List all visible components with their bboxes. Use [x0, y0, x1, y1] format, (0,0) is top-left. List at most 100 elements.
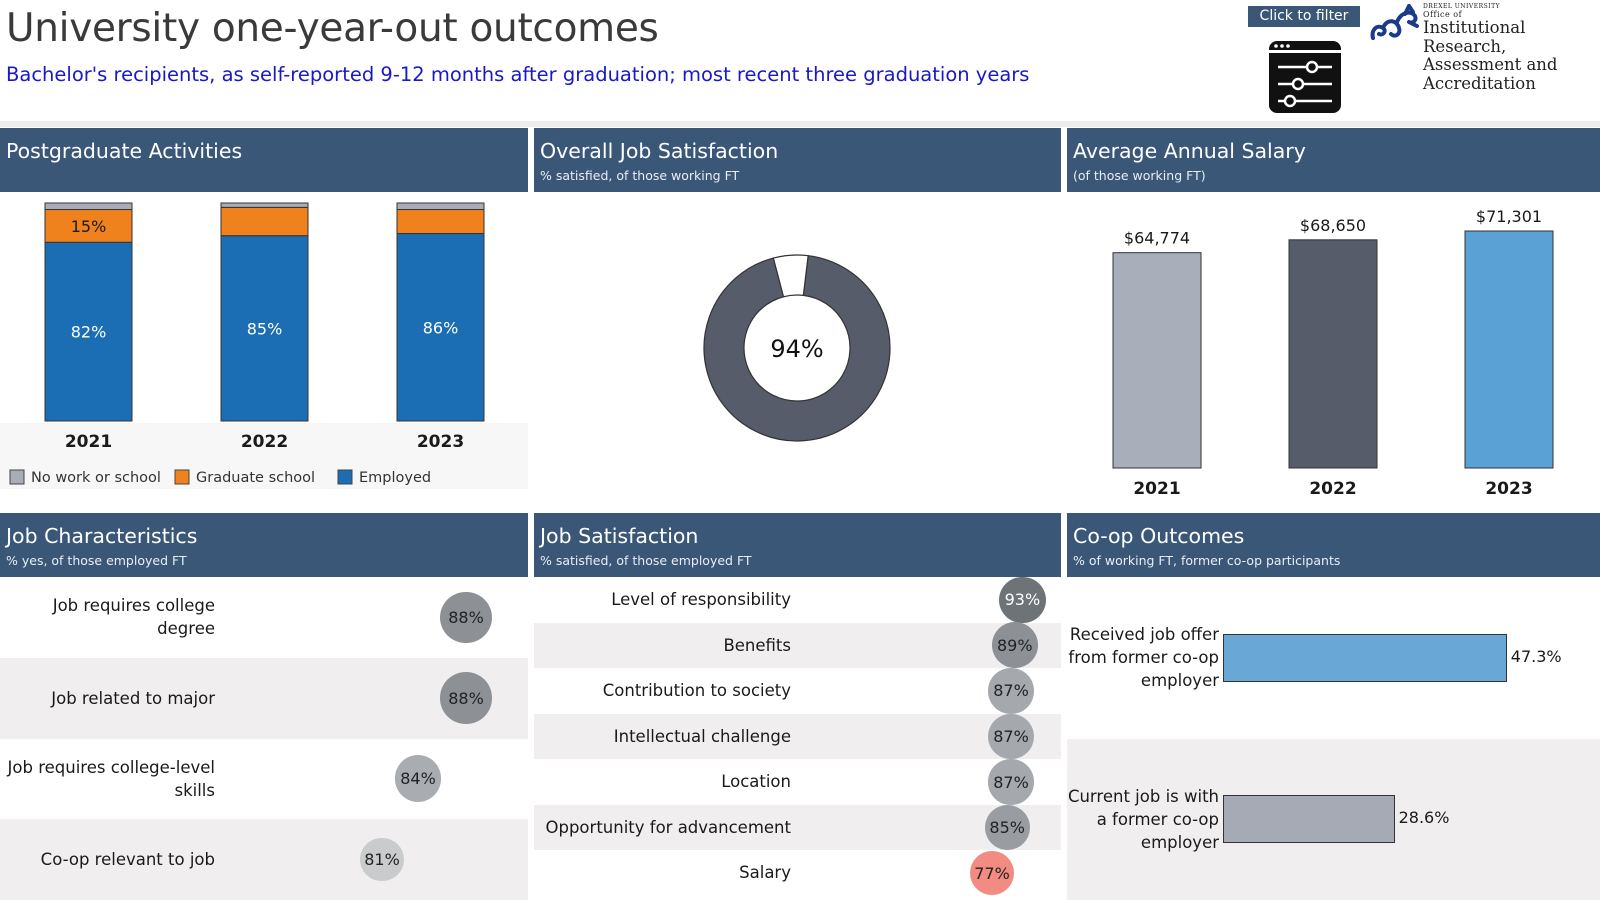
value-circle: 88%: [440, 672, 492, 724]
row-label-line: skills: [174, 780, 215, 800]
legend-swatch: [337, 469, 353, 485]
donut-center-label: 94%: [770, 335, 823, 363]
bar-category-line: from former co-op: [1068, 648, 1219, 668]
bar-segment-graduate-school: [44, 209, 133, 243]
dragon-logo-icon: [1370, 4, 1419, 40]
x-tick-label: 2022: [1309, 479, 1356, 499]
panel-header: Job Characteristics % yes, of those empl…: [0, 513, 528, 577]
bar-data-label: 82%: [71, 323, 107, 342]
x-tick-label: 2021: [1133, 479, 1180, 499]
legend-label: Graduate school: [196, 470, 315, 486]
value-circle: 88%: [440, 591, 492, 644]
panel-title: Job Satisfaction: [540, 524, 699, 548]
bar-category-label: Current job is with a former co-op employe…: [1067, 739, 1219, 900]
row-label: Co-op relevant to job: [0, 819, 215, 900]
row-label: Level of responsibility: [611, 590, 791, 609]
row-band: [0, 657, 528, 739]
x-tick-label: 2021: [65, 432, 112, 452]
row-label-line: Co-op relevant to job: [40, 850, 215, 870]
row-label-line: Job related to major: [51, 688, 215, 708]
row-label-line: degree: [157, 619, 215, 639]
bar-segment-no-work-or-school: [220, 202, 309, 208]
salary-bar: [1288, 239, 1378, 469]
row-label: Opportunity for advancement: [545, 817, 792, 837]
panel-header: Co-op Outcomes % of working FT, former c…: [1067, 513, 1600, 577]
row-label-line: Job requires college: [52, 596, 215, 616]
row-band: [534, 804, 1061, 851]
coop-chart: Received job offer from former co-op emplo…: [1067, 577, 1600, 900]
filter-button[interactable]: Click to filter: [1248, 6, 1360, 27]
page-title: University one-year-out outcomes: [6, 6, 659, 51]
row-label: Intellectual challenge: [613, 726, 791, 746]
panel-subtitle: % satisfied, of those employed FT: [540, 553, 752, 568]
panel-header: Overall Job Satisfaction % satisfied, of…: [534, 128, 1061, 192]
job-satisfaction-panel: Job Satisfaction % satisfied, of those e…: [534, 513, 1061, 900]
bar-data-label: 28.6%: [1398, 808, 1450, 828]
donut-slice-satisfied: [703, 254, 891, 442]
bar-data-label: 15%: [71, 217, 107, 236]
bar-segment-graduate-school: [396, 209, 485, 235]
bar-segment-employed: [220, 235, 309, 422]
legend-swatch: [9, 469, 25, 485]
panel-title: Average Annual Salary: [1073, 139, 1306, 163]
bar-segment-no-work-or-school: [396, 202, 485, 211]
bar-category-line: employer: [1140, 671, 1219, 691]
value-circle: 84%: [394, 755, 442, 803]
bar-data-label: 86%: [423, 318, 459, 337]
category-axis-band: [0, 423, 528, 489]
filter-sliders-icon[interactable]: [1268, 40, 1342, 114]
panel-title: Co-op Outcomes: [1073, 524, 1245, 548]
row-band: [0, 819, 528, 900]
value-circle: 85%: [984, 805, 1030, 851]
job-characteristics-panel: Job Characteristics % yes, of those empl…: [0, 513, 528, 900]
bar-segment-graduate-school: [220, 206, 309, 237]
row-label: Job requires college-level skills: [0, 739, 215, 820]
row-band: [534, 622, 1061, 669]
legend-label: No work or school: [31, 470, 161, 486]
panel-header: Job Satisfaction % satisfied, of those e…: [534, 513, 1061, 577]
panel-subtitle: (of those working FT): [1073, 168, 1206, 183]
salary-panel: Average Annual Salary (of those working …: [1067, 128, 1600, 508]
header-divider: [0, 121, 1600, 127]
bar-data-label: $64,774: [1124, 229, 1190, 248]
row-label: Contribution to society: [602, 681, 791, 701]
panel-subtitle: % yes, of those employed FT: [6, 553, 187, 568]
value-circle: 89%: [991, 622, 1038, 669]
donut-slice-other: [772, 254, 809, 298]
row-band: [534, 713, 1061, 760]
value-circle: 87%: [988, 713, 1034, 760]
bar-data-label: $71,301: [1476, 207, 1542, 226]
row-label-line: Job requires college-level: [7, 757, 215, 777]
legend-label: Employed: [359, 470, 431, 486]
page-subtitle: Bachelor's recipients, as self-reported …: [6, 63, 1030, 86]
panel-header: Average Annual Salary (of those working …: [1067, 128, 1600, 192]
bar-segment-no-work-or-school: [44, 202, 133, 211]
salary-bar: [1464, 230, 1554, 469]
value-circle: 93%: [999, 576, 1046, 623]
postgrad-panel: Postgraduate Activities 82% 15% 2021 85% 202…: [0, 128, 528, 508]
panel-subtitle: % of working FT, former co-op participan…: [1073, 553, 1341, 568]
bar-data-label: 47.3%: [1510, 646, 1562, 666]
row-label: Job related to major: [0, 658, 215, 739]
bar-category-line: Received job offer: [1069, 625, 1219, 645]
value-circle: 81%: [360, 838, 404, 882]
overall-satisfaction-panel: Overall Job Satisfaction % satisfied, of…: [534, 128, 1061, 508]
legend-swatch: [174, 469, 190, 485]
coop-bar: [1223, 633, 1507, 682]
salary-bar: [1112, 252, 1202, 469]
satisfaction-donut-chart: 94%: [703, 254, 891, 442]
postgrad-chart: 82% 15% 2021 85% 2022 86% 2023 No work or schoo…: [0, 202, 528, 489]
value-circle: 87%: [988, 668, 1034, 714]
value-circle: 87%: [988, 759, 1034, 805]
value-circle: 77%: [970, 851, 1014, 896]
x-tick-label: 2023: [417, 432, 464, 452]
x-tick-label: 2023: [1485, 479, 1532, 499]
panel-header: Postgraduate Activities: [0, 128, 528, 192]
bar-data-label: $68,650: [1300, 216, 1366, 235]
x-tick-label: 2022: [241, 432, 288, 452]
coop-outcomes-panel: Co-op Outcomes % of working FT, former c…: [1067, 513, 1600, 900]
bar-data-label: 85%: [247, 319, 283, 338]
bar-category-line: employer: [1140, 832, 1219, 852]
bar-category-label: Received job offer from former co-op emplo…: [1067, 577, 1219, 739]
panel-title: Postgraduate Activities: [6, 139, 243, 163]
